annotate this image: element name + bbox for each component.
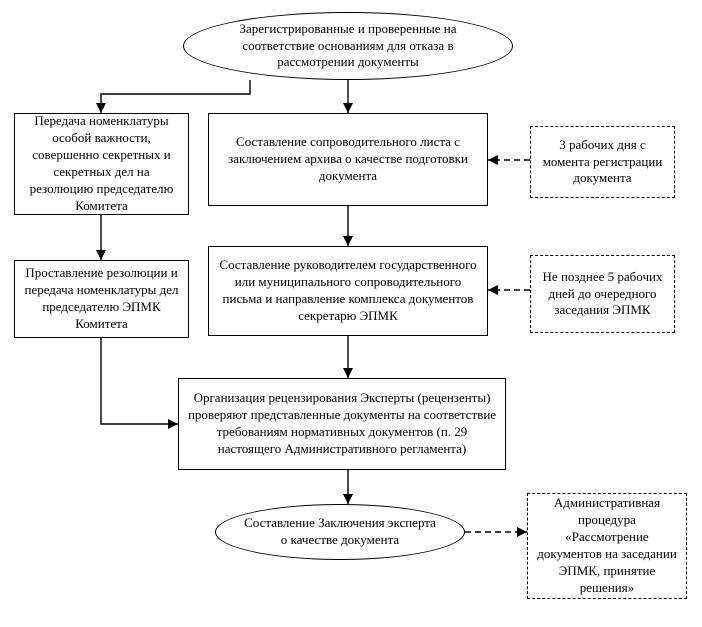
flow-end: Составление Заключения эксперта о качест…	[215, 504, 465, 560]
flow-mid1: Составление сопроводительного листа с за…	[208, 113, 488, 206]
node-label: Не позднее 5 рабочих дней до очередного …	[539, 269, 666, 320]
flow-mid3: Организация рецензирования Эксперты (рец…	[178, 378, 506, 470]
node-label: Передача номенклатуры особой важности, с…	[23, 113, 180, 214]
flow-left1: Передача номенклатуры особой важности, с…	[14, 113, 189, 215]
node-label: Составление Заключения эксперта о качест…	[240, 515, 440, 549]
node-label: Зарегистрированные и проверенные на соот…	[208, 21, 488, 72]
flow-mid2: Составление руководителем государственно…	[208, 246, 488, 336]
flow-right2: Не позднее 5 рабочих дней до очередного …	[530, 255, 675, 333]
node-label: Организация рецензирования Эксперты (рец…	[187, 390, 497, 458]
node-label: Составление сопроводительного листа с за…	[217, 134, 479, 185]
node-label: Проставление резолюции и передача номенк…	[23, 265, 180, 333]
flow-left2: Проставление резолюции и передача номенк…	[14, 260, 189, 338]
node-label: Административная процедура «Рассмотрение…	[536, 495, 678, 596]
flow-right3: Административная процедура «Рассмотрение…	[527, 493, 687, 599]
flow-right1: 3 рабочих дня с момента регистрации доку…	[530, 126, 675, 198]
node-label: 3 рабочих дня с момента регистрации доку…	[539, 137, 666, 188]
node-label: Составление руководителем государственно…	[217, 257, 479, 325]
flow-start: Зарегистрированные и проверенные на соот…	[183, 12, 513, 80]
